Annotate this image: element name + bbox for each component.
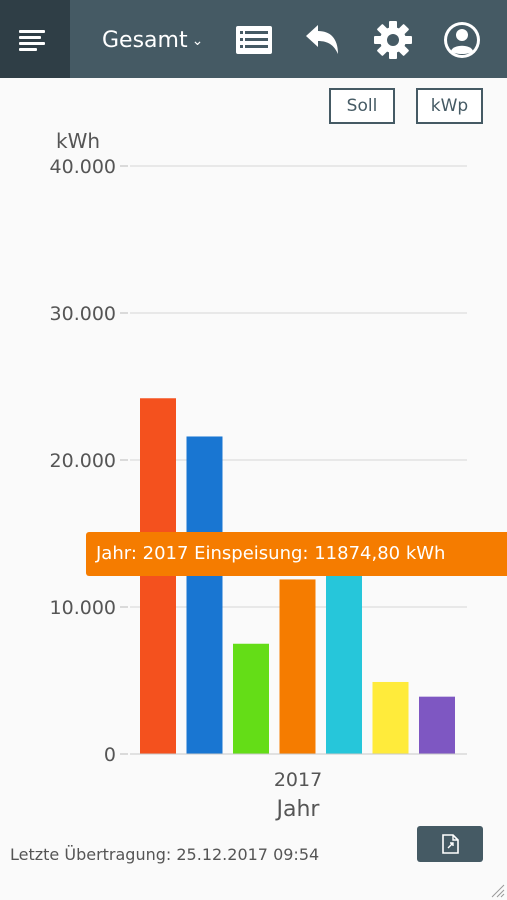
file-export-icon (442, 834, 459, 854)
export-button[interactable] (417, 826, 483, 862)
bar-series-1[interactable] (140, 398, 176, 754)
y-tick-label: 10.000 (50, 597, 116, 619)
bar-series-7[interactable] (419, 696, 455, 754)
y-tick-label: 0 (104, 744, 116, 766)
x-tick-label: 2017 (274, 769, 322, 791)
back-icon[interactable] (302, 20, 342, 60)
bar-series-3[interactable] (233, 643, 269, 754)
last-transfer-text: Letzte Übertragung: 25.12.2017 09:54 (10, 845, 320, 864)
plant-selector-label: Gesamt (102, 28, 188, 53)
account-icon[interactable] (442, 20, 482, 60)
menu-button[interactable] (0, 0, 70, 78)
bar-series-2[interactable] (186, 436, 223, 754)
bar-tooltip: Jahr: 2017 Einspeisung: 11874,80 kWh (86, 532, 507, 576)
list-icon[interactable] (234, 20, 274, 60)
gear-icon[interactable] (373, 20, 413, 60)
bar-einspeisung[interactable] (279, 579, 316, 754)
plant-selector[interactable]: Gesamt ⌄ (102, 26, 203, 56)
chevron-down-icon: ⌄ (191, 33, 204, 49)
bar-series-5[interactable] (326, 573, 362, 754)
kwp-toggle[interactable]: kWp (416, 88, 483, 124)
y-tick-label: 40.000 (50, 156, 116, 178)
y-tick-label: 20.000 (50, 450, 116, 472)
y-tick-label: 30.000 (50, 303, 116, 325)
soll-toggle[interactable]: Soll (329, 88, 395, 124)
resize-handle-icon[interactable] (489, 882, 505, 898)
yield-chart: 0 10.000 20.000 30.000 40.000 kWh 2017 Jahr (50, 129, 467, 822)
app-header: Gesamt ⌄ (0, 0, 507, 78)
y-axis-label: kWh (56, 129, 100, 153)
x-axis-label: Jahr (275, 797, 321, 822)
bar-series-6[interactable] (372, 681, 409, 754)
